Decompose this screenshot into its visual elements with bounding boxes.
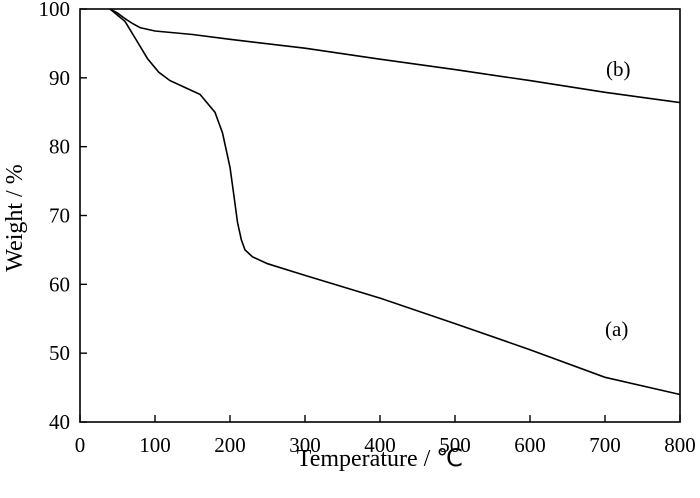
- y-tick-label: 70: [49, 204, 70, 228]
- x-tick-label: 100: [139, 433, 171, 457]
- series-a-line: [109, 8, 681, 396]
- x-tick-label: 400: [364, 433, 396, 457]
- x-tick-label: 300: [289, 433, 321, 457]
- series-label-a: (a): [605, 317, 628, 341]
- series-b-line: [109, 8, 681, 104]
- x-tick-label: 500: [439, 433, 471, 457]
- y-tick-label: 100: [39, 0, 71, 21]
- x-tick-label: 0: [75, 433, 86, 457]
- x-axis-ticks: 0 100 200 300 400 500 600 700 800: [75, 415, 696, 457]
- y-axis-ticks: 40 50 60 70 80 90 100: [39, 0, 87, 434]
- y-tick-label: 90: [49, 66, 70, 90]
- y-tick-label: 60: [49, 272, 70, 296]
- y-tick-label: 80: [49, 135, 70, 159]
- y-tick-label: 50: [49, 341, 70, 365]
- x-tick-label: 200: [214, 433, 246, 457]
- x-axis-label: Temperature / ℃: [297, 446, 464, 472]
- plot-frame: [79, 8, 681, 423]
- x-tick-label: 700: [589, 433, 621, 457]
- series-group: [109, 8, 681, 396]
- series-label-b: (b): [606, 57, 631, 81]
- x-tick-label: 800: [664, 433, 696, 457]
- x-tick-label: 600: [514, 433, 546, 457]
- y-axis-label: Weight / %: [2, 164, 28, 271]
- y-tick-label: 40: [49, 410, 70, 434]
